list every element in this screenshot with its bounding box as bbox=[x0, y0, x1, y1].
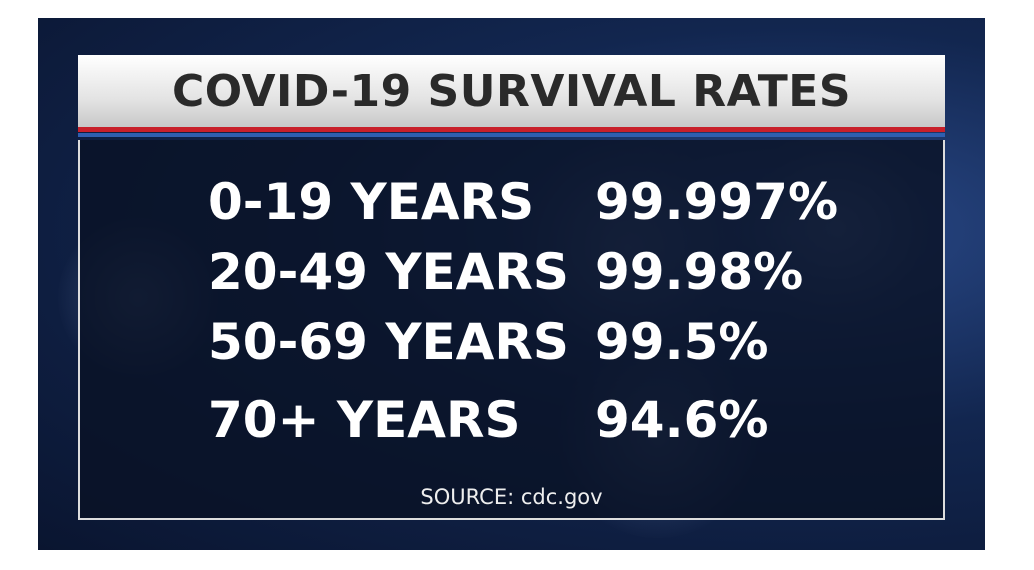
age-group: 70+ YEARS bbox=[208, 391, 521, 449]
red-stripe bbox=[78, 127, 945, 132]
survival-rate: 94.6% bbox=[595, 391, 769, 449]
blue-stripe bbox=[78, 133, 945, 137]
age-group: 0-19 YEARS bbox=[208, 173, 535, 231]
age-group: 20-49 YEARS bbox=[208, 243, 569, 301]
source: SOURCE: cdc.gov bbox=[420, 485, 603, 509]
age-group: 50-69 YEARS bbox=[208, 313, 569, 371]
survival-rate: 99.5% bbox=[595, 313, 769, 371]
panel bbox=[78, 140, 945, 520]
survival-rate: 99.997% bbox=[595, 173, 839, 231]
header: COVID-19 SURVIVAL RATES bbox=[78, 55, 945, 127]
survival-rate: 99.98% bbox=[595, 243, 804, 301]
title: COVID-19 SURVIVAL RATES bbox=[171, 65, 852, 117]
